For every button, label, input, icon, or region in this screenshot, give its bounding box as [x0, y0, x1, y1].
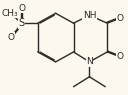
Text: S: S [19, 18, 25, 28]
Text: O: O [8, 33, 14, 42]
Text: O: O [117, 52, 124, 61]
Text: O: O [18, 4, 25, 13]
Text: CH₃: CH₃ [2, 9, 18, 18]
Text: N: N [86, 57, 93, 66]
Text: O: O [117, 14, 124, 23]
Text: NH: NH [83, 11, 96, 20]
